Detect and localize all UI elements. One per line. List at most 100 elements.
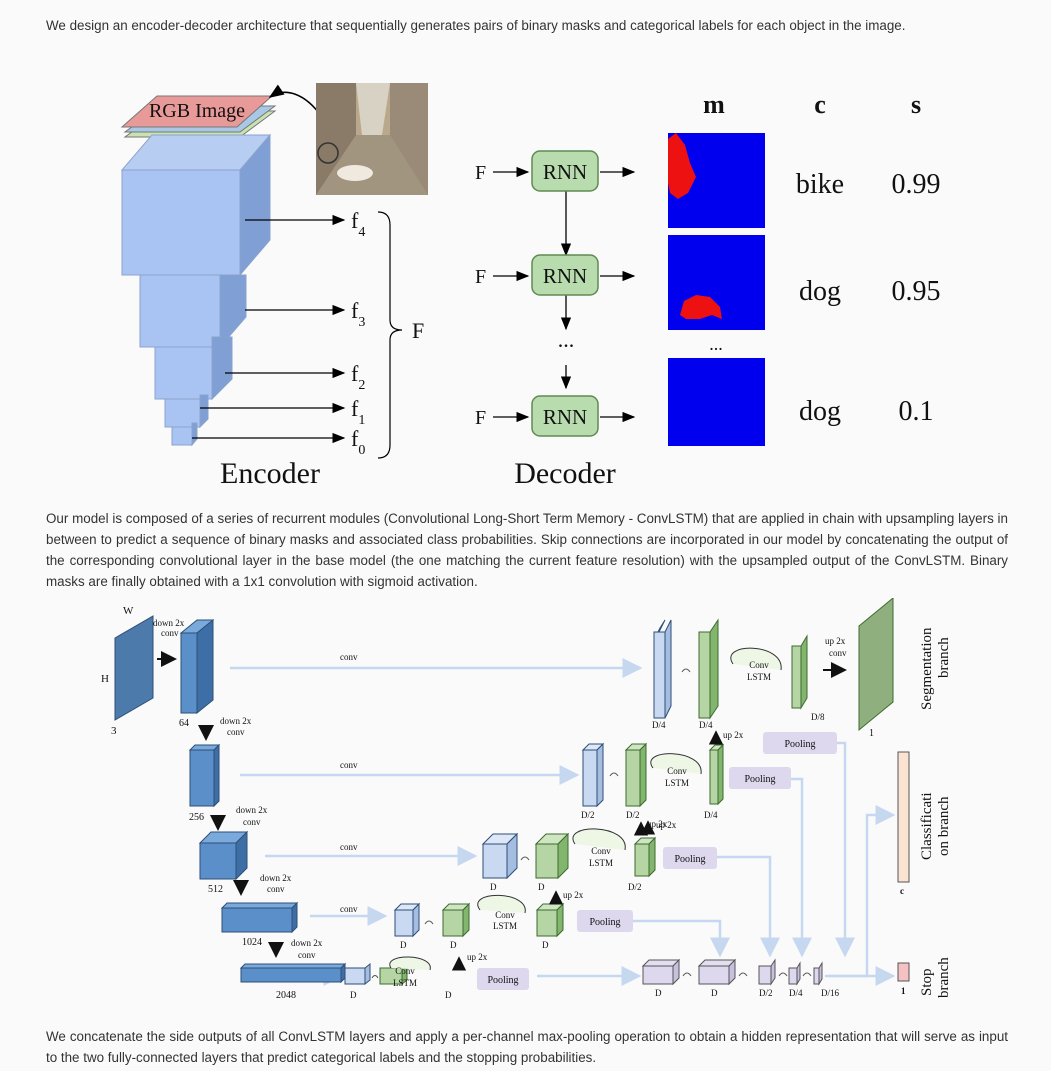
encoder-conv-512 — [198, 830, 249, 881]
svg-text:Pooling: Pooling — [589, 917, 620, 928]
encoder-label: Encoder — [220, 457, 320, 490]
row3-class: dog — [799, 396, 841, 427]
pooling-level4 — [577, 910, 633, 932]
svg-text:D/4: D/4 — [704, 810, 718, 820]
svg-text:1: 1 — [901, 986, 906, 996]
svg-text:D: D — [655, 988, 662, 998]
svg-text:RNN: RNN — [543, 405, 587, 429]
column-c: c — [814, 90, 826, 119]
svg-text:1024: 1024 — [242, 937, 262, 948]
svg-text:Conv: Conv — [667, 766, 687, 776]
svg-text:conv: conv — [161, 628, 179, 638]
svg-text:branch: branch — [936, 957, 952, 998]
svg-text:down 2x: down 2x — [260, 873, 292, 883]
svg-text:conv: conv — [298, 950, 316, 960]
svg-text:Pooling: Pooling — [744, 774, 775, 785]
svg-text:conv: conv — [227, 727, 245, 737]
svg-text:D/4: D/4 — [789, 988, 803, 998]
svg-text:Conv: Conv — [395, 966, 415, 976]
decoder-level-4: Conv LSTM D D D up 2x Pooling — [393, 890, 633, 950]
feature-f2: f2 — [351, 361, 365, 393]
svg-text:512: 512 — [208, 884, 223, 895]
svg-text:down 2x: down 2x — [236, 805, 268, 815]
svg-text:D/8: D/8 — [811, 712, 825, 722]
svg-text:LSTM: LSTM — [393, 978, 417, 988]
stop-output — [897, 962, 910, 982]
svg-text:conv: conv — [340, 904, 358, 914]
svg-text:D: D — [450, 940, 457, 950]
convlstm-architecture-figure: W H 3 down 2x conv 64 down 2x conv 256 d… — [101, 598, 952, 1001]
svg-text:D: D — [350, 990, 357, 1000]
svg-text:up 2x: up 2x — [723, 730, 744, 740]
svg-text:down 2x: down 2x — [153, 618, 185, 628]
output-masks: ... — [668, 133, 765, 446]
svg-text:D/16: D/16 — [821, 988, 840, 998]
svg-text:1: 1 — [869, 728, 874, 739]
svg-text:down 2x: down 2x — [220, 716, 252, 726]
svg-text:D: D — [490, 882, 497, 892]
svg-text:conv: conv — [267, 884, 285, 894]
decoder-level-2: Conv LSTM D/2 D/2 D/4 up 2x Pooling — [581, 742, 791, 836]
svg-text:up 2x: up 2x — [647, 819, 668, 829]
svg-text:...: ... — [709, 334, 723, 354]
svg-text:...: ... — [558, 327, 575, 352]
mask-empty — [668, 358, 765, 446]
svg-text:W: W — [123, 605, 134, 617]
svg-text:down 2x: down 2x — [291, 938, 323, 948]
row2-score: 0.95 — [892, 276, 941, 307]
svg-text:Pooling: Pooling — [487, 975, 518, 986]
svg-text:LSTM: LSTM — [747, 672, 771, 682]
decoder-rnn-stack: F F F RNN RNN RNN ... — [475, 150, 636, 437]
segmentation-branch-label: Segmentation — [919, 627, 935, 710]
svg-text:D: D — [711, 988, 718, 998]
classification-output — [897, 751, 910, 883]
decoder-label: Decoder — [514, 457, 616, 490]
row3-score: 0.1 — [899, 396, 934, 427]
feature-f3: f3 — [351, 298, 365, 330]
svg-text:conv: conv — [340, 842, 358, 852]
encoder-conv-256 — [188, 743, 221, 808]
row2-class: dog — [799, 276, 841, 307]
intro-paragraph: We design an encoder-decoder architectur… — [46, 18, 906, 33]
svg-text:Conv: Conv — [495, 910, 515, 920]
pooling-level1 — [763, 732, 837, 754]
svg-text:up 2x: up 2x — [825, 636, 846, 646]
svg-text:H: H — [101, 673, 109, 685]
pooling-level3 — [663, 847, 717, 869]
svg-text:LSTM: LSTM — [589, 858, 613, 868]
rgb-image-label: RGB Image — [149, 100, 245, 122]
pooled-concat-row: D D D/2 D/4 D/16 — [641, 958, 840, 998]
row1-class: bike — [796, 169, 844, 200]
rnn-block-2 — [531, 254, 599, 296]
svg-text:D: D — [538, 882, 545, 892]
svg-text:c: c — [900, 886, 904, 896]
feature-f1: f1 — [351, 396, 365, 428]
svg-text:D/2: D/2 — [628, 882, 642, 892]
feature-f0: f0 — [351, 426, 365, 458]
encoder-conv-64 — [179, 618, 215, 715]
svg-text:Conv: Conv — [591, 846, 611, 856]
pooling-level5 — [477, 968, 529, 990]
svg-text:D/4: D/4 — [699, 720, 713, 730]
feature-set-F: F — [412, 318, 424, 343]
svg-text:F: F — [475, 162, 486, 184]
decoder-level-5: Conv LSTM D D up 2x Pooling — [344, 952, 529, 1000]
svg-text:conv: conv — [829, 648, 847, 658]
svg-text:D/2: D/2 — [759, 988, 773, 998]
svg-text:on branch: on branch — [936, 796, 952, 856]
encoder-decoder-figure: RGB Image f4 f3 f2 f1 f0 — [120, 83, 941, 490]
stop-branch-label: Stop — [919, 968, 935, 996]
street-dog-photo — [316, 83, 428, 195]
classification-branch-label: Classificati — [919, 793, 935, 861]
decoder-level-1: Conv LSTM D/4 D/4 D/8 up 2x up 2x conv 1… — [652, 598, 894, 754]
svg-text:RNN: RNN — [543, 264, 587, 288]
svg-text:Conv: Conv — [749, 660, 769, 670]
feature-brace — [377, 211, 403, 459]
model-paragraph: Our model is composed of a series of rec… — [46, 511, 1008, 589]
svg-text:up 2x: up 2x — [563, 890, 584, 900]
svg-text:up 2x: up 2x — [467, 952, 488, 962]
pooling-paragraph: We concatenate the side outputs of all C… — [46, 1029, 1008, 1065]
svg-text:D: D — [445, 990, 452, 1000]
svg-text:D: D — [400, 940, 407, 950]
decoder-level-3: Conv LSTM D D D/2 up 2x Pooling — [481, 820, 717, 892]
